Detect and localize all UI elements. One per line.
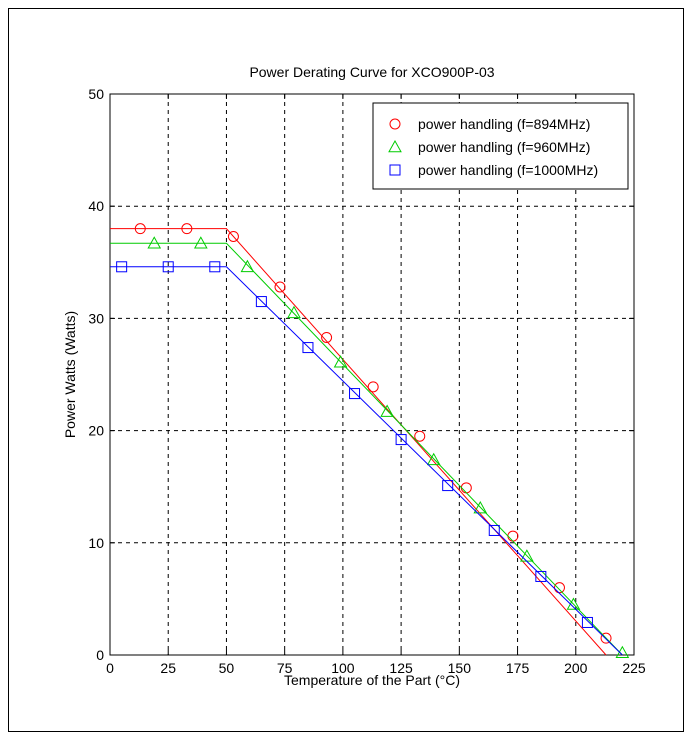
legend-marker-square xyxy=(389,164,401,176)
series-line-circle xyxy=(110,228,607,656)
data-point-square xyxy=(535,570,547,582)
legend-marker-circle xyxy=(389,118,401,130)
data-point-circle xyxy=(274,281,286,293)
series-line-square xyxy=(110,266,623,656)
x-tick-label: 225 xyxy=(622,660,646,676)
legend-marker-circle xyxy=(389,118,401,130)
series-square xyxy=(110,261,623,656)
data-point-triangle xyxy=(615,645,630,659)
x-tick-label: 25 xyxy=(160,660,176,676)
data-point-circle xyxy=(321,331,333,343)
x-axis-label: Temperature of the Part (°C) xyxy=(284,672,460,688)
data-point-triangle xyxy=(240,259,255,273)
legend-marker-square xyxy=(389,164,401,176)
data-point-square xyxy=(116,261,128,273)
y-tick-label: 10 xyxy=(88,535,104,551)
data-point-circle xyxy=(600,632,612,644)
data-point-circle xyxy=(181,223,193,235)
grid xyxy=(110,94,634,655)
series-triangle xyxy=(110,236,630,659)
data-point-square xyxy=(255,296,267,308)
data-point-triangle xyxy=(380,404,394,417)
x-tick-label: 175 xyxy=(506,660,530,676)
data-point-square xyxy=(302,342,314,354)
chart-title: Power Derating Curve for XCO900P-03 xyxy=(249,64,494,80)
y-axis-label: Power Watts (Watts) xyxy=(62,311,78,438)
series-group xyxy=(110,223,630,659)
legend: power handling (f=894MHz) power handling… xyxy=(372,102,629,190)
legend-label-1000mhz: power handling (f=1000MHz) xyxy=(418,162,598,178)
legend-label-894mhz: power handling (f=894MHz) xyxy=(418,116,590,132)
plot-area xyxy=(109,93,635,656)
y-tick-label: 30 xyxy=(88,310,104,326)
legend-box xyxy=(372,102,629,190)
data-point-triangle xyxy=(287,305,301,319)
data-point-circle xyxy=(134,223,146,235)
data-point-triangle xyxy=(426,452,441,466)
tick-labels: 0 25 50 75 100 125 150 175 200 225 0 10 20 30 40 50 xyxy=(88,86,645,676)
x-tick-label: 125 xyxy=(389,660,413,676)
data-point-circle xyxy=(460,482,472,494)
legend-entry-894mhz: power handling (f=894MHz) xyxy=(389,116,590,132)
y-tick-label: 20 xyxy=(88,423,104,439)
x-tick-label: 0 xyxy=(106,660,114,676)
data-point-square xyxy=(395,434,407,446)
x-tick-label: 75 xyxy=(277,660,293,676)
data-point-square xyxy=(349,388,361,400)
x-tick-label: 150 xyxy=(448,660,472,676)
legend-entry-1000mhz: power handling (f=1000MHz) xyxy=(389,162,598,178)
data-point-square xyxy=(581,616,593,628)
data-point-circle xyxy=(553,582,565,594)
x-tick-label: 200 xyxy=(564,660,588,676)
x-tick-label: 100 xyxy=(331,660,355,676)
data-point-circle xyxy=(414,430,426,442)
legend-label-960mhz: power handling (f=960MHz) xyxy=(418,139,590,155)
legend-entry-960mhz: power handling (f=960MHz) xyxy=(388,139,590,155)
data-point-square xyxy=(209,261,221,273)
data-point-circle xyxy=(507,530,519,542)
data-point-square xyxy=(162,261,174,273)
data-point-triangle xyxy=(193,236,208,249)
data-point-circle xyxy=(227,230,239,242)
series-line-triangle xyxy=(110,242,623,656)
x-tick-label: 50 xyxy=(219,660,235,676)
legend-marker-triangle xyxy=(388,139,402,153)
y-tick-label: 0 xyxy=(96,647,104,663)
data-point-square xyxy=(488,524,500,536)
y-tick-label: 40 xyxy=(88,198,104,214)
series-circle xyxy=(110,223,612,656)
data-point-circle xyxy=(367,381,379,393)
y-tick-label: 50 xyxy=(88,86,104,102)
data-point-square xyxy=(442,480,454,492)
legend-marker-triangle xyxy=(388,139,402,153)
data-point-triangle xyxy=(473,500,488,514)
data-point-triangle xyxy=(333,355,348,368)
data-point-triangle xyxy=(147,236,162,249)
